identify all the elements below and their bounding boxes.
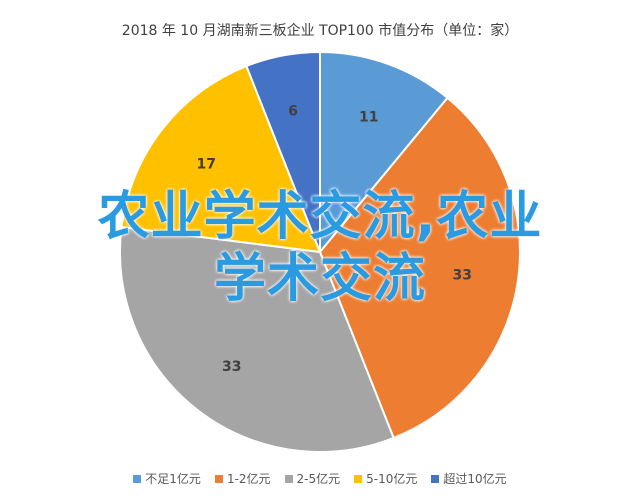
watermark-line-1: 农业学术交流,农业 xyxy=(97,187,543,247)
pie-slice-2 xyxy=(318,96,521,440)
legend-swatch-2 xyxy=(214,474,223,483)
pie-slice-5 xyxy=(245,50,321,253)
pie-slice-3 xyxy=(119,225,395,453)
data-label-5: 6 xyxy=(288,104,298,120)
legend-label-2: 1-2亿元 xyxy=(226,472,271,486)
pie-slice-4 xyxy=(120,64,322,254)
legend-item-1: 不足1亿元 xyxy=(133,470,201,487)
data-label-3: 33 xyxy=(222,359,241,375)
data-label-4: 17 xyxy=(196,157,215,173)
legend-swatch-3 xyxy=(284,474,293,483)
legend-swatch-1 xyxy=(133,474,142,483)
chart-title: 2018 年 10 月湖南新三板企业 TOP100 市值分布（单位：家） xyxy=(121,23,519,39)
legend-item-2: 1-2亿元 xyxy=(214,470,271,487)
data-label-2: 33 xyxy=(452,268,471,284)
legend-label-1: 不足1亿元 xyxy=(145,472,201,486)
legend-swatch-4 xyxy=(354,474,363,483)
legend-label-4: 5-10亿元 xyxy=(366,472,418,486)
legend-item-5: 超过10亿元 xyxy=(431,470,507,487)
data-label-1: 11 xyxy=(359,110,378,126)
watermark-line-2: 学术交流 xyxy=(213,249,426,309)
legend-label-3: 2-5亿元 xyxy=(296,472,341,486)
pie-slice-1 xyxy=(319,50,449,255)
legend-item-4: 5-10亿元 xyxy=(354,470,417,487)
legend-label-5: 超过10亿元 xyxy=(443,472,507,486)
legend-swatch-5 xyxy=(431,474,440,483)
legend: 不足1亿元 1-2亿元 2-5亿元 5-10亿元 超过10亿元 xyxy=(0,470,640,487)
legend-item-3: 2-5亿元 xyxy=(284,470,341,487)
watermark-overlay: 农业学术交流,农业 学术交流 xyxy=(0,186,640,310)
